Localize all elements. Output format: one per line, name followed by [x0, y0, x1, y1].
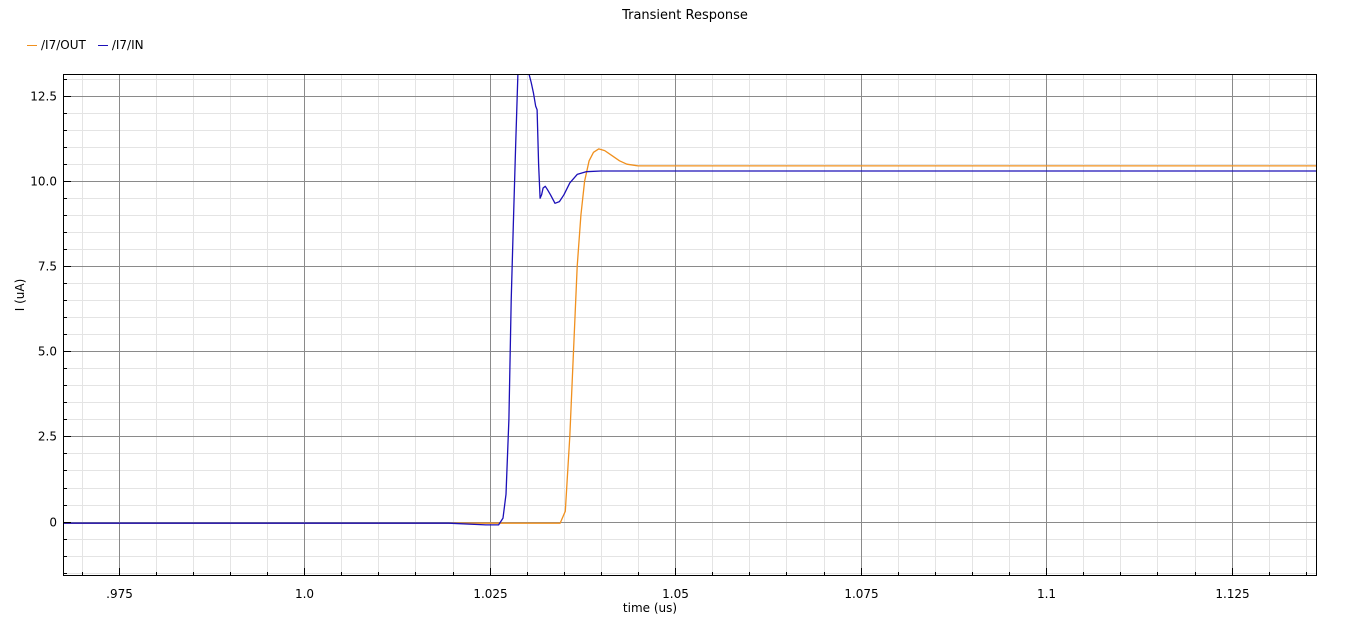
legend-item-out[interactable]: /I7/OUT	[27, 38, 86, 52]
x-tick-label: 1.125	[1215, 587, 1249, 601]
x-tick-label: 1.025	[473, 587, 507, 601]
series-line-in	[63, 74, 1317, 526]
legend-swatch-out	[27, 44, 37, 46]
y-tick-label: 7.5	[38, 260, 57, 274]
y-tick-label: 0	[49, 516, 57, 530]
legend: /I7/OUT /I7/IN	[27, 38, 144, 52]
y-tick-label: 10.0	[30, 175, 57, 189]
y-tick-label: 12.5	[30, 90, 57, 104]
legend-label-in: /I7/IN	[111, 38, 144, 52]
x-tick-label: 1.05	[662, 587, 689, 601]
plot-area[interactable]	[63, 74, 1317, 576]
y-tick-label: 2.5	[38, 430, 57, 444]
legend-item-in[interactable]: /I7/IN	[97, 38, 144, 52]
series-layer	[63, 74, 1317, 526]
y-tick-label: 5.0	[38, 345, 57, 359]
x-tick-label: .975	[106, 587, 133, 601]
legend-swatch-in	[97, 44, 108, 46]
series-line-out	[63, 148, 1317, 524]
x-tick-label: 1.1	[1037, 587, 1056, 601]
y-axis-label: I (uA)	[13, 279, 27, 312]
plot-frame	[63, 74, 1317, 576]
major-grid	[63, 74, 1317, 576]
x-axis-label: time (us)	[623, 601, 677, 615]
chart-title: Transient Response	[622, 8, 748, 23]
x-tick-label: 1.0	[295, 587, 314, 601]
legend-label-out: /I7/OUT	[41, 38, 86, 52]
x-tick-label: 1.075	[844, 587, 878, 601]
ticks-layer: .975 1.0 1.025 1.05 1.075 1.1 1.125 0 2.5 5.0 7.5 1…	[30, 79, 1307, 601]
